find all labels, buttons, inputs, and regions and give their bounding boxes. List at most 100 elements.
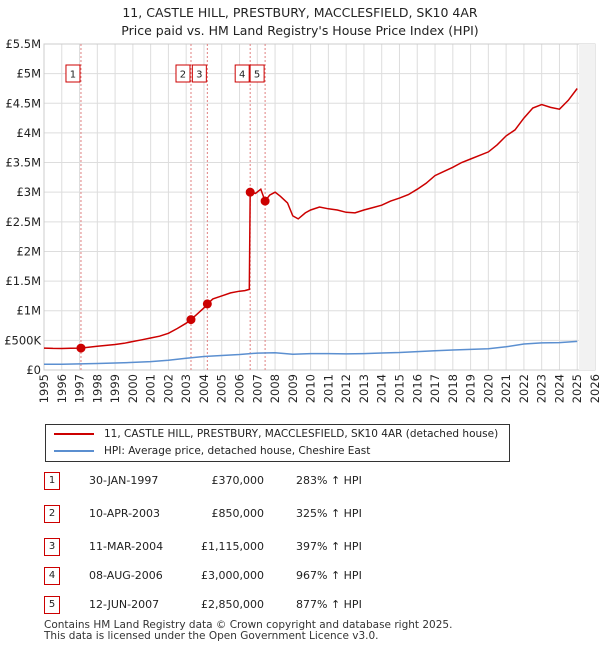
footer: Contains HM Land Registry data © Crown c… [44,620,452,642]
table-row: 2 10-APR-2003 £850,000 325% ↑ HPI [44,505,464,523]
sale-point [76,343,86,353]
x-tick-label: 2018 [446,374,460,403]
table-row: 3 11-MAR-2004 £1,115,000 397% ↑ HPI [44,538,464,556]
table-row: 4 08-AUG-2006 £3,000,000 967% ↑ HPI [44,567,464,585]
x-tick-label: 2025 [570,374,584,403]
series-lines [43,88,578,366]
sale-date: 30-JAN-1997 [89,474,159,487]
x-tick-label: 2022 [517,374,531,403]
sale-number-badge: 2 [44,505,60,523]
sale-number-badge: 4 [44,567,60,585]
x-tick-label: 2014 [375,374,389,403]
y-tick-label: £4.5M [5,96,41,110]
x-tick-label: 2024 [552,374,566,403]
x-tick-label: 1997 [73,374,87,403]
y-tick-label: £3M [16,185,41,199]
sale-label-box [191,64,207,83]
y-tick-label: £5M [16,67,41,81]
sale-hpi-change: 283% ↑ HPI [296,474,362,487]
sale-hpi-change: 325% ↑ HPI [296,507,362,520]
x-tick-label: 2019 [464,374,478,403]
x-tick-label: 2003 [179,374,193,403]
x-tick-label: 2026 [588,374,600,403]
x-tick-label: 1999 [108,374,122,403]
legend-swatch-property [54,433,94,435]
sale-label-number: 2 [180,70,186,81]
sale-date: 12-JUN-2007 [89,598,160,611]
x-tick-label: 2005 [215,374,229,403]
sale-points [76,187,270,353]
sale-price: £850,000 [211,507,265,520]
x-tick-label: 2015 [392,374,406,403]
legend-label-hpi: HPI: Average price, detached house, Ches… [104,445,371,457]
sale-price: £1,115,000 [201,540,264,553]
x-tick-label: 2000 [126,374,140,403]
sale-label-box [249,64,265,83]
sale-hpi-change: 967% ↑ HPI [296,569,362,582]
sale-point [186,315,196,325]
x-tick-label: 2010 [304,374,318,403]
footer-copyright: Contains HM Land Registry data © Crown c… [44,619,453,631]
sale-number-badge: 5 [44,596,60,614]
y-tick-label: £1.5M [5,274,41,288]
y-tick-label: £0 [26,363,41,377]
sale-price: £370,000 [211,474,265,487]
x-tick-label: 1998 [90,374,104,403]
y-tick-label: £5.5M [5,37,41,51]
chart-title: 11, CASTLE HILL, PRESTBURY, MACCLESFIELD… [122,5,478,20]
sale-label-box [234,64,250,83]
axis-labels: £0 £500K £1M £1.5M £2M £2.5M £3M £3.5M £4M £4.5M £… [4,37,600,403]
x-tick-label: 2002 [161,374,175,403]
legend: 11, CASTLE HILL, PRESTBURY, MACCLESFIELD… [45,424,510,462]
y-tick-label: £1M [16,304,41,318]
x-tick-label: 2012 [339,374,353,403]
x-tick-label: 2011 [321,374,335,403]
legend-swatch-hpi [54,450,94,452]
sale-hpi-change: 397% ↑ HPI [296,540,362,553]
sale-label-box [65,64,81,83]
x-tick-label: 2020 [481,374,495,403]
legend-item-hpi: HPI: Average price, detached house, Ches… [54,443,370,459]
series-line [43,340,578,366]
chart-subtitle: Price paid vs. HM Land Registry's House … [121,23,479,38]
x-tick-label: 2006 [233,374,247,403]
sale-point [245,187,255,197]
sale-date: 08-AUG-2006 [89,569,163,582]
sale-label-number: 5 [254,70,260,81]
sale-date: 11-MAR-2004 [89,540,164,553]
sale-number-badge: 3 [44,538,60,556]
sale-label-number: 1 [70,70,76,81]
x-tick-label: 2021 [499,374,513,403]
sale-date: 10-APR-2003 [89,507,161,520]
sale-label-number: 3 [196,70,202,81]
x-tick-label: 2001 [144,374,158,403]
footer-licence: This data is licensed under the Open Gov… [44,630,379,642]
y-tick-label: £4M [16,126,41,140]
sale-price: £2,850,000 [201,598,264,611]
x-tick-label: 1995 [37,374,51,403]
sale-point [202,299,212,309]
future-shading [579,44,595,370]
sale-hpi-change: 877% ↑ HPI [296,598,362,611]
x-tick-label: 2023 [535,374,549,403]
x-tick-label: 2016 [410,374,424,403]
sale-label-box [175,64,191,83]
sale-price: £3,000,000 [201,569,264,582]
x-tick-label: 2009 [286,374,300,403]
grid-lines [43,43,596,371]
sale-point [260,196,270,206]
y-tick-label: £500K [4,333,41,347]
x-tick-label: 2017 [428,374,442,403]
sale-label-number: 4 [239,70,245,81]
x-tick-label: 2013 [357,374,371,403]
x-tick-label: 2007 [250,374,264,403]
y-tick-label: £2.5M [5,215,41,229]
x-tick-label: 1996 [55,374,69,403]
legend-item-property: 11, CASTLE HILL, PRESTBURY, MACCLESFIELD… [54,426,498,442]
series-line [43,88,578,350]
sale-number-badge: 1 [44,472,60,490]
y-tick-label: £2M [16,244,41,258]
y-tick-label: £3.5M [5,156,41,170]
